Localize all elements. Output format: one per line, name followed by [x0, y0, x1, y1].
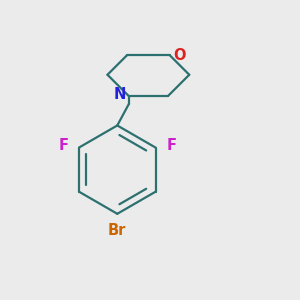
Text: Br: Br	[108, 223, 127, 238]
Text: N: N	[113, 87, 126, 102]
Text: F: F	[166, 138, 176, 153]
Text: O: O	[173, 48, 186, 63]
Text: F: F	[58, 138, 68, 153]
